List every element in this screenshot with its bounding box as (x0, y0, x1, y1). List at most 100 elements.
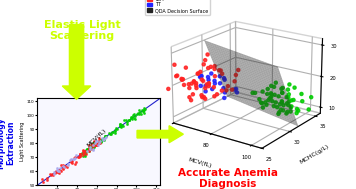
Point (71, 157, 77, 160)
Point (119, 124, 125, 127)
Point (101, 138, 107, 141)
Point (56, 169, 61, 172)
Point (104, 135, 109, 138)
Point (81, 150, 87, 153)
Point (51, 170, 57, 173)
Point (75, 156, 81, 159)
Point (82, 155, 88, 158)
Point (54, 171, 60, 174)
Point (99, 137, 105, 140)
Point (95, 143, 101, 146)
Point (101, 138, 106, 141)
Point (84, 148, 90, 151)
Point (137, 111, 143, 114)
Point (78, 152, 84, 155)
Point (49, 172, 55, 175)
Point (60, 164, 66, 167)
Point (106, 131, 112, 134)
Point (88, 143, 94, 146)
Point (93, 143, 99, 146)
Point (96, 142, 102, 145)
Point (136, 109, 142, 112)
Point (89, 143, 95, 146)
Point (117, 123, 123, 126)
Point (73, 160, 78, 163)
Point (91, 143, 97, 146)
Text: Elastic Light
Scattering: Elastic Light Scattering (44, 20, 120, 41)
Point (96, 141, 102, 144)
Point (90, 147, 96, 150)
Point (141, 106, 147, 109)
Point (91, 146, 97, 149)
Point (56, 169, 62, 172)
Point (80, 154, 86, 157)
Point (44, 179, 50, 182)
Point (131, 117, 137, 120)
Point (131, 113, 137, 116)
Point (95, 141, 101, 144)
Point (142, 111, 147, 114)
Point (123, 118, 129, 121)
Point (73, 156, 78, 160)
Point (102, 136, 108, 139)
Point (76, 155, 82, 158)
Point (90, 144, 96, 147)
Point (83, 151, 89, 154)
Point (135, 112, 140, 115)
Point (77, 153, 83, 156)
Point (121, 118, 127, 121)
Point (47, 172, 53, 175)
Legend: Healthy, IDA, TT, QDA Decision Surface: Healthy, IDA, TT, QDA Decision Surface (145, 0, 210, 15)
X-axis label: MCV(fL): MCV(fL) (188, 157, 213, 168)
Point (98, 139, 104, 142)
Point (88, 145, 93, 148)
Point (48, 173, 54, 176)
Point (80, 149, 85, 152)
Point (54, 168, 60, 171)
Point (120, 125, 125, 128)
Point (77, 155, 83, 158)
Point (72, 156, 77, 159)
Point (90, 145, 96, 148)
Point (93, 139, 99, 142)
Point (70, 157, 76, 160)
Point (140, 110, 146, 113)
Point (132, 115, 138, 118)
Point (95, 141, 101, 144)
Point (55, 170, 61, 174)
Point (84, 148, 90, 151)
Point (91, 144, 97, 147)
Point (78, 154, 83, 157)
Point (87, 148, 93, 151)
Point (99, 139, 105, 142)
Point (86, 149, 91, 153)
Point (69, 158, 74, 161)
Point (89, 145, 95, 148)
Point (86, 150, 91, 153)
Point (87, 146, 92, 149)
Point (90, 142, 96, 145)
Point (97, 139, 103, 142)
Point (114, 127, 119, 130)
Point (91, 140, 97, 143)
Point (118, 125, 124, 129)
Point (52, 172, 58, 175)
Point (69, 159, 74, 162)
Polygon shape (62, 25, 91, 99)
Point (54, 167, 60, 170)
Point (89, 148, 95, 151)
Point (129, 116, 134, 119)
Point (59, 170, 64, 173)
Point (96, 137, 101, 140)
Point (94, 143, 100, 146)
Point (126, 119, 131, 122)
Point (124, 121, 130, 124)
Point (94, 143, 100, 146)
Point (61, 166, 67, 169)
Point (69, 162, 75, 165)
Point (84, 150, 90, 153)
Point (82, 149, 88, 152)
Point (50, 174, 56, 177)
Point (97, 141, 103, 144)
Point (131, 113, 136, 116)
